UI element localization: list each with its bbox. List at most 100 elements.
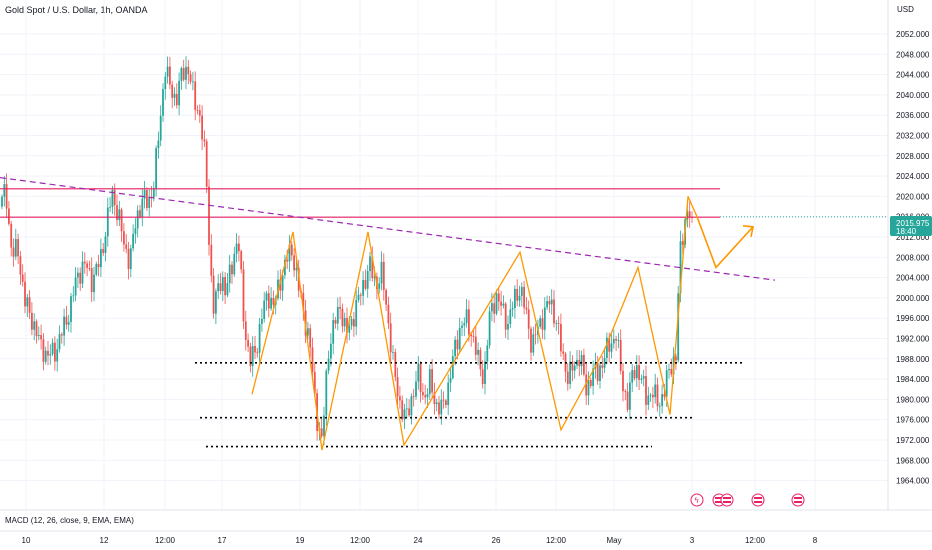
- x-tick-label: 17: [218, 536, 227, 545]
- x-tick-label: 12:00: [745, 536, 766, 545]
- candle-body: [178, 80, 180, 106]
- candle-body: [456, 339, 459, 350]
- drawings: [0, 177, 888, 451]
- candle-body: [633, 370, 636, 379]
- candle-body: [215, 291, 217, 314]
- candle-body: [415, 381, 417, 397]
- candle-body: [106, 207, 109, 237]
- candle-body: [497, 293, 500, 302]
- event-icons[interactable]: ϟ: [690, 493, 805, 507]
- candle-body: [54, 342, 56, 362]
- candle-body: [180, 68, 183, 81]
- candle-body: [240, 251, 243, 270]
- candle-body: [70, 296, 72, 323]
- candle-body: [141, 198, 144, 217]
- candle-body: [67, 322, 70, 325]
- candle-body: [330, 343, 332, 359]
- candle-body: [97, 263, 100, 268]
- candle-body: [534, 334, 537, 336]
- candle-body: [472, 336, 475, 337]
- candle-body: [270, 297, 272, 309]
- candle-body: [617, 340, 620, 341]
- last-price-value: 2015.975: [896, 219, 930, 228]
- candle-body: [359, 294, 362, 296]
- candle-body: [228, 264, 231, 284]
- candle-body: [417, 363, 420, 382]
- candle-body: [79, 272, 82, 284]
- candle-body: [302, 292, 305, 311]
- candle-body: [665, 370, 668, 397]
- currency-label: USD: [897, 5, 914, 14]
- candle-body: [65, 316, 68, 325]
- candle-body: [238, 243, 240, 252]
- candle-body: [514, 288, 516, 309]
- candle-body: [378, 283, 381, 289]
- candle-body: [589, 380, 592, 387]
- candle-body: [353, 319, 355, 327]
- candle-body: [422, 392, 424, 396]
- candle-body: [221, 277, 224, 291]
- candle-body: [408, 408, 410, 416]
- candle-body: [196, 109, 199, 111]
- candle-body: [364, 280, 367, 289]
- candle-body: [622, 370, 624, 392]
- candle-body: [90, 268, 93, 293]
- candle-body: [511, 308, 514, 310]
- y-tick-label: 2048.000: [896, 50, 930, 59]
- candle-body: [44, 350, 47, 362]
- candle-body: [520, 286, 523, 296]
- candle-body: [83, 261, 86, 264]
- candle-body: [339, 306, 341, 309]
- candle-body: [123, 231, 125, 245]
- candle-body: [615, 338, 617, 341]
- candle-body: [182, 68, 185, 80]
- candle-body: [396, 377, 399, 397]
- candle-body: [428, 369, 431, 395]
- candle-body: [419, 363, 422, 393]
- us-flag-icon[interactable]: [720, 493, 734, 507]
- candle-body: [525, 307, 528, 310]
- us-flag-icon[interactable]: [791, 493, 805, 507]
- candle-body: [405, 408, 408, 410]
- flash-icon[interactable]: ϟ: [690, 493, 704, 507]
- candle-body: [155, 148, 157, 190]
- y-tick-label: 1972.000: [896, 436, 930, 445]
- candle-body: [603, 357, 606, 368]
- candle-body: [14, 239, 17, 257]
- candle-body: [410, 396, 413, 416]
- candle-body: [491, 303, 493, 312]
- candle-body: [399, 396, 401, 401]
- candle-body: [500, 301, 502, 306]
- candle-body: [125, 244, 128, 249]
- candle-body: [201, 115, 203, 140]
- grid: [0, 0, 888, 510]
- candle-body: [548, 301, 551, 305]
- candle-body: [640, 378, 643, 380]
- candle-body: [323, 415, 325, 437]
- candle-body: [134, 228, 137, 234]
- candle-body: [224, 277, 226, 296]
- chart-title: Gold Spot / U.S. Dollar, 1h, OANDA: [5, 5, 148, 15]
- time-axis[interactable]: 10 12 12:00 17 19 12:00 24 26 12:00 May 3 12:00 8: [22, 536, 818, 545]
- candle-body: [189, 74, 192, 82]
- candle-body: [440, 399, 443, 415]
- candle-body: [120, 209, 123, 232]
- x-tick-label: May: [606, 536, 621, 545]
- candle-body: [325, 370, 328, 416]
- us-flag-icon[interactable]: [751, 493, 765, 507]
- price-axis[interactable]: 1964.000 1968.000 1972.000 1976.000 1980.000…: [896, 30, 930, 486]
- candle-body: [403, 409, 406, 420]
- candle-body: [33, 321, 36, 330]
- candle-body: [49, 354, 52, 356]
- candle-body: [550, 299, 553, 305]
- candle-body: [612, 338, 615, 344]
- candle-body: [284, 259, 286, 276]
- candle-body: [587, 380, 590, 396]
- candle-body: [327, 358, 330, 371]
- candle-body: [585, 374, 588, 396]
- candle-body: [35, 321, 38, 337]
- candle-body: [465, 309, 468, 324]
- candle-body: [100, 249, 102, 268]
- candle-body: [412, 396, 415, 398]
